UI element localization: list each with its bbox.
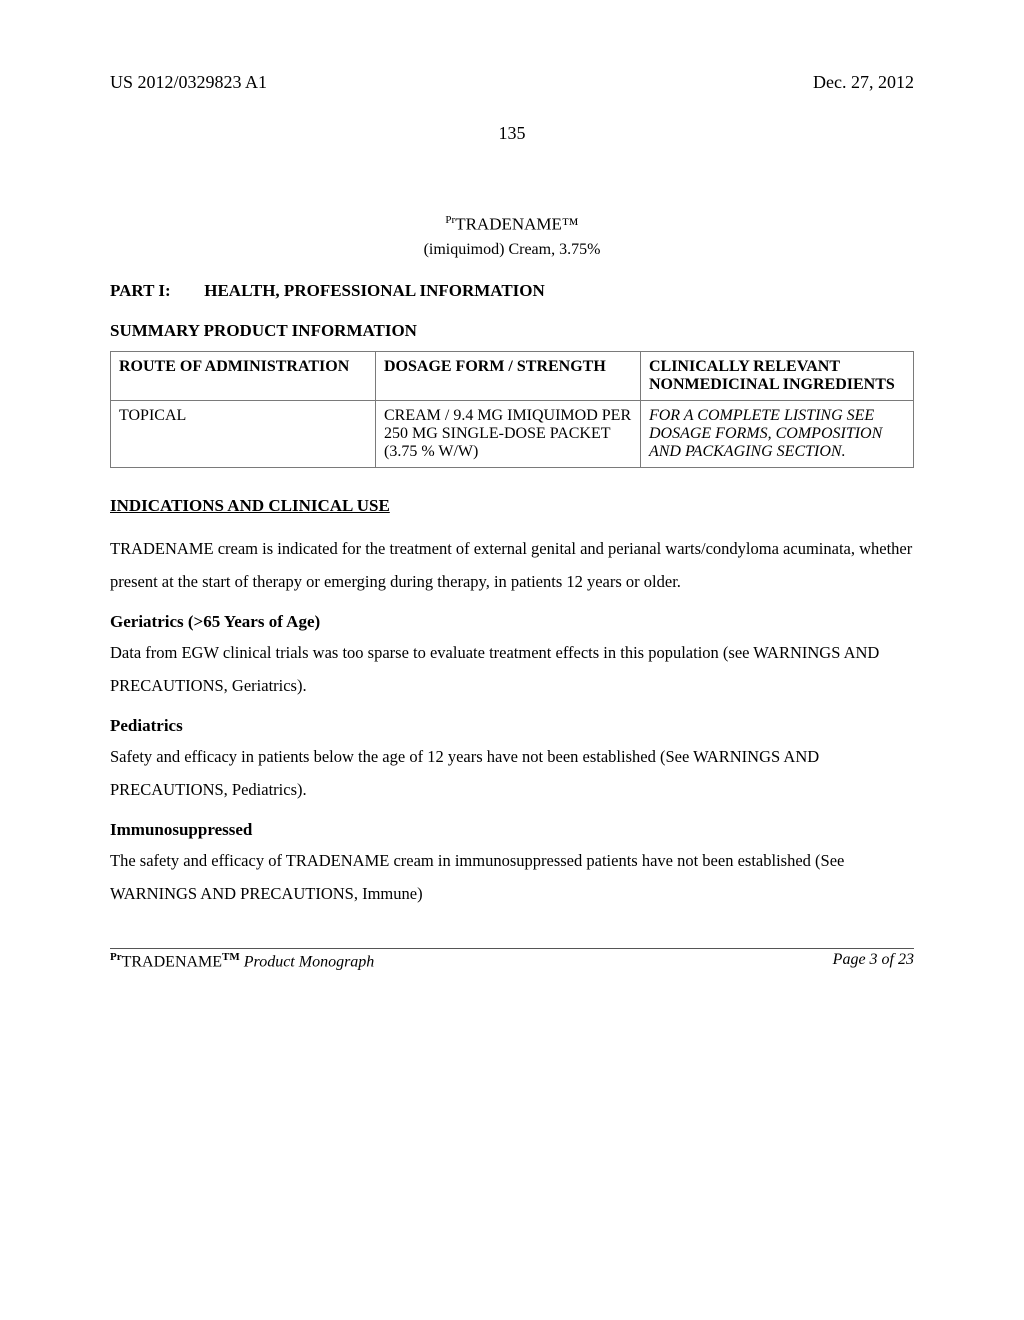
cell-route: TOPICAL [111, 400, 376, 467]
table-header-dosage: DOSAGE FORM / STRENGTH [375, 351, 640, 400]
footer-name: TRADENAME [122, 953, 222, 970]
table-header-route: ROUTE OF ADMINISTRATION [111, 351, 376, 400]
footer-label: Product Monograph [240, 953, 375, 970]
title-name: TRADENAME [455, 215, 562, 234]
pediatrics-heading: Pediatrics [110, 716, 914, 736]
footer: PrTRADENAMETM Product Monograph Page 3 o… [110, 948, 914, 971]
indications-heading: INDICATIONS AND CLINICAL USE [110, 496, 914, 516]
summary-heading: SUMMARY PRODUCT INFORMATION [110, 321, 914, 341]
page-number-top: 135 [110, 123, 914, 144]
pediatrics-para: Safety and efficacy in patients below th… [110, 740, 914, 806]
indications-para: TRADENAME cream is indicated for the tre… [110, 532, 914, 598]
immuno-para: The safety and efficacy of TRADENAME cre… [110, 844, 914, 910]
header-row: US 2012/0329823 A1 Dec. 27, 2012 [110, 72, 914, 93]
header-right: Dec. 27, 2012 [813, 72, 914, 93]
table-row: TOPICAL CREAM / 9.4 MG IMIQUIMOD PER 250… [111, 400, 914, 467]
part-label: PART I: [110, 281, 200, 301]
cell-dosage: CREAM / 9.4 MG IMIQUIMOD PER 250 MG SING… [375, 400, 640, 467]
footer-prefix-super: Pr [110, 951, 122, 963]
geriatrics-heading: Geriatrics (>65 Years of Age) [110, 612, 914, 632]
immuno-heading: Immunosuppressed [110, 820, 914, 840]
header-left: US 2012/0329823 A1 [110, 72, 267, 93]
table-header-row: ROUTE OF ADMINISTRATION DOSAGE FORM / ST… [111, 351, 914, 400]
cell-ingredients: FOR A COMPLETE LISTING SEE DOSAGE FORMS,… [640, 400, 913, 467]
title-prefix-super: Pr [445, 214, 455, 226]
footer-row: PrTRADENAMETM Product Monograph Page 3 o… [110, 951, 914, 971]
footer-rule [110, 948, 914, 949]
part-text: HEALTH, PROFESSIONAL INFORMATION [204, 281, 545, 300]
document-title: PrTRADENAME™ [110, 214, 914, 235]
page-container: US 2012/0329823 A1 Dec. 27, 2012 135 PrT… [0, 0, 1024, 1031]
table-header-ingredients: CLINICALLY RELEVANT NONMEDICINAL INGREDI… [640, 351, 913, 400]
footer-page: Page 3 of 23 [833, 951, 914, 971]
footer-tm: TM [222, 951, 240, 963]
part-heading: PART I: HEALTH, PROFESSIONAL INFORMATION [110, 281, 914, 301]
title-tm: ™ [562, 215, 579, 234]
summary-table: ROUTE OF ADMINISTRATION DOSAGE FORM / ST… [110, 351, 914, 468]
footer-left: PrTRADENAMETM Product Monograph [110, 951, 374, 971]
document-subtitle: (imiquimod) Cream, 3.75% [110, 241, 914, 259]
geriatrics-para: Data from EGW clinical trials was too sp… [110, 636, 914, 702]
